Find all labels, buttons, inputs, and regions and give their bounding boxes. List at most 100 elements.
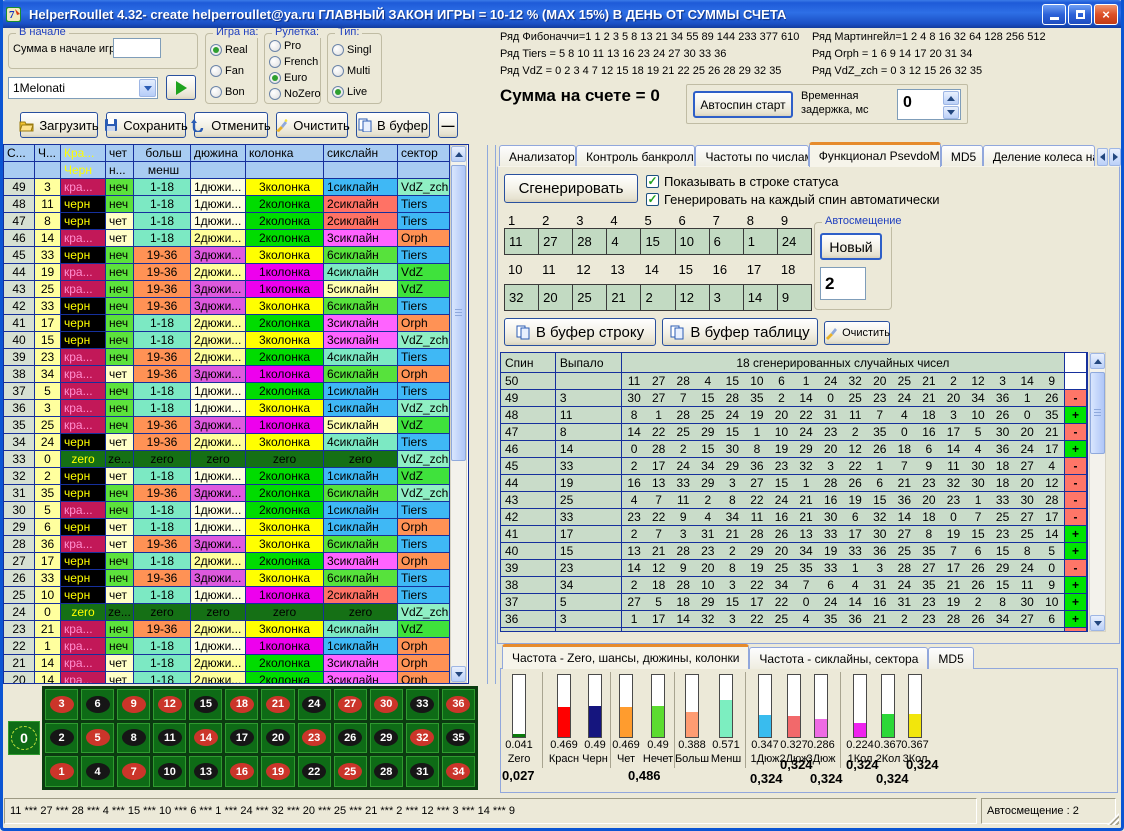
history-row[interactable]: 45 33 черн неч 19-36 3дюжи... 3колонка 6сиклайн…: [4, 247, 468, 264]
spin-cell-result[interactable]: 14: [555, 441, 622, 458]
spin-row[interactable]: 41 17 2 7 3 31 21 28 26 13 33 17 30 27 8 19 15 23 25 14 +: [501, 526, 1087, 543]
history-cell[interactable]: черн: [61, 485, 106, 502]
history-cell[interactable]: 3колонка: [246, 536, 324, 553]
history-cell[interactable]: 1колонка: [246, 638, 324, 655]
history-row[interactable]: 27 17 черн неч 1-18 2дюжи... 2колонка 3сиклайн O…: [4, 553, 468, 570]
board-cell-7[interactable]: 7: [117, 756, 151, 787]
history-cell[interactable]: 1дюжи...: [191, 400, 246, 417]
history-cell[interactable]: VdZ_zch: [398, 400, 450, 417]
history-cell[interactable]: Orph: [398, 553, 450, 570]
spin-cell-result[interactable]: 25: [555, 492, 622, 509]
copy-buffer-button[interactable]: В буфер: [356, 112, 430, 138]
history-cell[interactable]: 30: [4, 502, 35, 519]
history-cell[interactable]: 25: [35, 417, 61, 434]
spin-cell-result[interactable]: 5: [555, 594, 622, 611]
history-cell[interactable]: Tiers: [398, 213, 450, 230]
spin-row[interactable]: 45 33 2 17 24 34 29 36 23 32 3 22 1 7 9 11 30 18 27 4-: [501, 458, 1087, 475]
history-cell[interactable]: 2: [35, 468, 61, 485]
collapse-button[interactable]: —: [438, 112, 458, 138]
history-cell[interactable]: 11: [35, 196, 61, 213]
history-cell[interactable]: чет: [106, 587, 134, 604]
history-cell[interactable]: 1-18: [134, 315, 191, 332]
history-cell[interactable]: VdZ_zch: [398, 332, 450, 349]
history-cell[interactable]: 3сиклайн: [324, 553, 398, 570]
history-cell[interactable]: Orph: [398, 519, 450, 536]
board-cell-27[interactable]: 27: [333, 689, 367, 720]
history-cell[interactable]: 1колонка: [246, 281, 324, 298]
spin-row[interactable]: 48 11 8 1 28 25 24 19 20 22 31 11 7 4 18 3 10 26 0 35 +: [501, 407, 1087, 424]
history-cell[interactable]: кра...: [61, 383, 106, 400]
history-cell[interactable]: 3дюжи...: [191, 281, 246, 298]
history-cell[interactable]: 14: [35, 655, 61, 672]
board-cell-24[interactable]: 24: [297, 689, 331, 720]
history-cell[interactable]: кра...: [61, 264, 106, 281]
history-cell[interactable]: 3колонка: [246, 179, 324, 196]
history-row[interactable]: 49 3 кра... неч 1-18 1дюжи... 3колонка 1сиклайн…: [4, 179, 468, 196]
history-cell[interactable]: Tiers: [398, 247, 450, 264]
history-row[interactable]: 37 5 кра... неч 1-18 1дюжи... 2колонка 1сиклайн…: [4, 383, 468, 400]
history-cell[interactable]: 3: [35, 400, 61, 417]
history-cell[interactable]: 1-18: [134, 196, 191, 213]
gen-grid-cell[interactable]: 27: [538, 228, 574, 255]
board-cell-25[interactable]: 25: [333, 756, 367, 787]
history-cell[interactable]: неч: [106, 553, 134, 570]
history-row[interactable]: 25 10 черн чет 1-18 1дюжи... 1колонка 2сиклайн T…: [4, 587, 468, 604]
history-cell[interactable]: 1колонка: [246, 417, 324, 434]
gen-grid-cell[interactable]: 21: [606, 284, 642, 311]
history-cell[interactable]: 3: [35, 179, 61, 196]
board-cell-21[interactable]: 21: [261, 689, 295, 720]
history-cell[interactable]: 2колонка: [246, 196, 324, 213]
history-cell[interactable]: неч: [106, 281, 134, 298]
history-cell[interactable]: 49: [4, 179, 35, 196]
history-cell[interactable]: 33: [35, 298, 61, 315]
history-cell[interactable]: 1-18: [134, 587, 191, 604]
history-cell[interactable]: черн: [61, 587, 106, 604]
spin-cell-result[interactable]: 19: [555, 475, 622, 492]
radio-pro[interactable]: [269, 40, 281, 52]
history-cell[interactable]: 2колонка: [246, 502, 324, 519]
history-cell[interactable]: Orph: [398, 366, 450, 383]
history-row[interactable]: 41 17 черн неч 1-18 2дюжи... 2колонка 3сиклайн O…: [4, 315, 468, 332]
history-cell[interactable]: 31: [4, 485, 35, 502]
gen-grid-cell[interactable]: 9: [776, 284, 812, 311]
spin-cell-spin[interactable]: 40: [501, 543, 556, 560]
gen-grid-cell[interactable]: 2: [640, 284, 676, 311]
history-cell[interactable]: кра...: [61, 366, 106, 383]
board-cell-32[interactable]: 32: [405, 722, 439, 754]
radio-fan[interactable]: [210, 65, 222, 77]
tab-2[interactable]: Контроль банкролла: [576, 145, 696, 167]
spin-cell-spin[interactable]: 37: [501, 594, 556, 611]
history-cell[interactable]: черн: [61, 519, 106, 536]
history-cell[interactable]: 5сиклайн: [324, 281, 398, 298]
spin-cell-spin[interactable]: 42: [501, 509, 556, 526]
history-cell[interactable]: 1дюжи...: [191, 502, 246, 519]
spinner-down-icon[interactable]: [943, 106, 959, 119]
minimize-button[interactable]: [1042, 3, 1066, 25]
play-button[interactable]: [166, 75, 196, 100]
scroll-down-icon[interactable]: [1090, 615, 1105, 631]
history-cell[interactable]: zero: [61, 604, 106, 621]
spin-cell-numbers[interactable]: [622, 628, 1066, 631]
board-cell-30[interactable]: 30: [369, 689, 403, 720]
history-cell[interactable]: 3колонка: [246, 247, 324, 264]
gen-grid-cell[interactable]: 20: [538, 284, 574, 311]
gen-grid-cell[interactable]: 4: [606, 228, 642, 255]
history-cell[interactable]: 2дюжи...: [191, 315, 246, 332]
history-cell[interactable]: 33: [35, 570, 61, 587]
spin-cell-spin[interactable]: 49: [501, 390, 556, 407]
spin-cell-result[interactable]: 15: [555, 543, 622, 560]
history-scrollbar[interactable]: [450, 145, 467, 683]
gen-grid-cell[interactable]: 15: [640, 228, 676, 255]
history-cell[interactable]: 43: [4, 281, 35, 298]
history-cell[interactable]: 2дюжи...: [191, 655, 246, 672]
spin-row[interactable]: 44 19 16 13 33 29 3 27 15 1 28 26 6 21 23 32 30 18 20 12-: [501, 475, 1087, 492]
spin-cell-numbers[interactable]: 27 5 18 29 15 17 22 0 24 14 16 31 23 19 2 8 30 10: [621, 594, 1066, 611]
board-cell-29[interactable]: 29: [369, 722, 403, 754]
history-cell[interactable]: неч: [106, 315, 134, 332]
history-cell[interactable]: VdZ_zch: [398, 451, 450, 468]
history-cell[interactable]: черн: [61, 553, 106, 570]
history-cell[interactable]: 3дюжи...: [191, 570, 246, 587]
history-cell[interactable]: Tiers: [398, 536, 450, 553]
history-cell[interactable]: VdZ: [398, 264, 450, 281]
board-cell-4[interactable]: 4: [81, 756, 115, 787]
